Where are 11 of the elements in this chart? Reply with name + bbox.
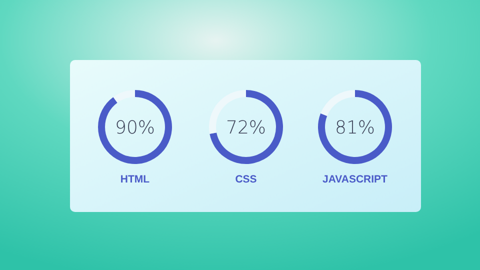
data-label: 72% xyxy=(226,117,266,138)
data-label: 81% xyxy=(334,117,376,138)
donut-slice xyxy=(318,90,392,164)
data-label: 90% xyxy=(114,117,156,138)
donut-slice xyxy=(210,90,283,164)
donut-slice xyxy=(113,90,135,103)
text: HTML xyxy=(120,174,150,186)
text: JAVASCRIPT xyxy=(322,174,388,186)
donut-slice xyxy=(320,90,355,116)
text: CSS xyxy=(235,174,257,186)
donut-slice xyxy=(98,90,172,164)
